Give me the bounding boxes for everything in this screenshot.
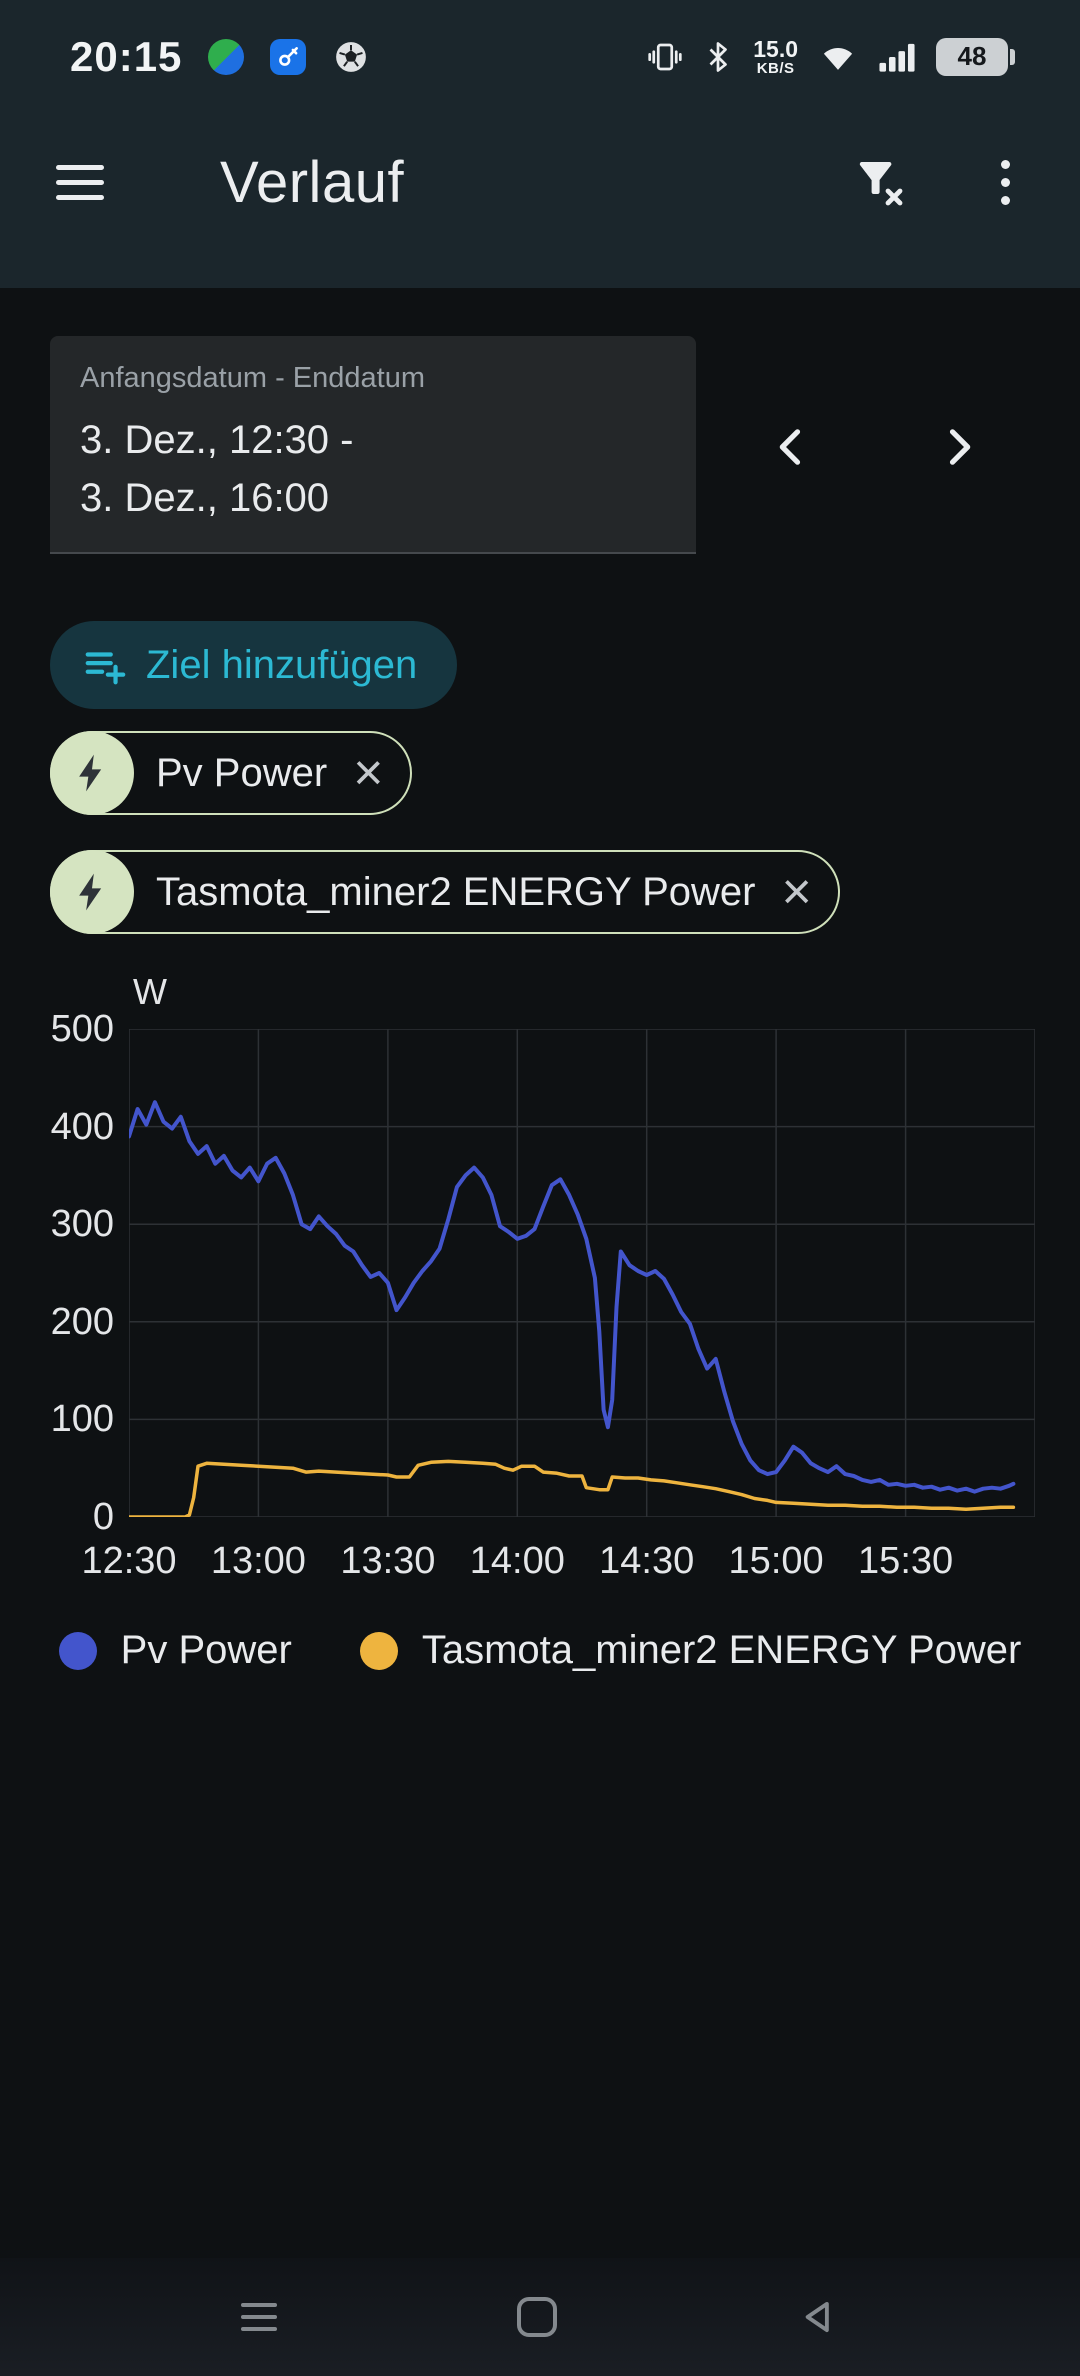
- lightning-icon: [50, 850, 134, 934]
- y-tick-label: 400: [50, 1105, 114, 1148]
- signal-strength-icon: [878, 39, 916, 75]
- page-title: Verlauf: [220, 149, 405, 215]
- x-tick-label: 13:00: [210, 1540, 306, 1582]
- filter-remove-button[interactable]: [853, 156, 905, 208]
- clock: 20:15: [70, 33, 183, 80]
- overflow-menu-button[interactable]: [997, 156, 1014, 209]
- y-axis-ticks: 0 100 200 300 400 500: [0, 1008, 114, 1538]
- x-tick-label: 15:00: [728, 1540, 824, 1582]
- y-tick-label: 200: [50, 1300, 114, 1343]
- vibrate-icon: [647, 39, 683, 75]
- y-tick-label: 300: [50, 1203, 114, 1246]
- back-icon: [798, 2296, 840, 2338]
- legend-item-pv-power[interactable]: Pv Power: [58, 1628, 292, 1673]
- playlist-add-icon: [82, 642, 128, 688]
- date-range-end: 3. Dez., 16:00: [80, 476, 330, 520]
- network-speed-unit: KB/S: [756, 60, 795, 78]
- chevron-right-icon: [933, 421, 985, 473]
- y-tick-label: 500: [50, 1008, 114, 1050]
- chevron-left-icon: [765, 421, 817, 473]
- legend-item-tasmota-miner2[interactable]: Tasmota_miner2 ENERGY Power: [359, 1628, 1022, 1673]
- add-target-label: Ziel hinzufügen: [146, 642, 418, 687]
- key-notification-icon: [270, 39, 307, 75]
- chip-remove-button[interactable]: ×: [353, 747, 383, 799]
- network-speed: 15.0 KB/S: [753, 37, 798, 77]
- date-range-start: 3. Dez., 12:30 -: [80, 418, 354, 462]
- x-tick-label: 13:30: [340, 1540, 436, 1582]
- chip-label: Tasmota_miner2 ENERGY Power: [156, 869, 756, 914]
- y-tick-label: 0: [92, 1496, 114, 1538]
- hamburger-icon: [56, 164, 104, 200]
- x-tick-label: 14:00: [469, 1540, 565, 1582]
- next-period-button[interactable]: [926, 414, 992, 480]
- add-target-button[interactable]: Ziel hinzufügen: [50, 621, 458, 709]
- x-tick-label: 12:30: [81, 1540, 177, 1582]
- entity-chip-tasmota-miner2[interactable]: Tasmota_miner2 ENERGY Power ×: [50, 850, 840, 934]
- home-button[interactable]: [517, 2297, 557, 2337]
- legend-label: Tasmota_miner2 ENERGY Power: [421, 1628, 1022, 1672]
- home-icon: [517, 2297, 557, 2337]
- chip-remove-button[interactable]: ×: [782, 866, 812, 918]
- network-speed-value: 15.0: [753, 36, 798, 63]
- lightning-icon: [50, 731, 134, 815]
- legend-marker-pv-power: [58, 1631, 97, 1670]
- battery-percent: 48: [957, 41, 987, 72]
- x-tick-label: 15:30: [858, 1540, 954, 1582]
- entity-chip-pv-power[interactable]: Pv Power ×: [50, 731, 412, 815]
- soccer-ball-notification-icon: [332, 38, 370, 76]
- close-icon: ×: [353, 744, 384, 802]
- back-button[interactable]: [798, 2296, 840, 2338]
- chart-legend: Pv Power Tasmota_miner2 ENERGY Power: [0, 1628, 1080, 1673]
- status-bar: 20:15 15.0 KB/S: [0, 0, 1080, 98]
- date-range-field[interactable]: Anfangsdatum - Enddatum 3. Dez., 12:30 -…: [50, 336, 696, 554]
- chip-label: Pv Power: [156, 750, 328, 795]
- recent-apps-icon: [240, 2303, 277, 2331]
- legend-label: Pv Power: [120, 1628, 292, 1672]
- chart-canvas[interactable]: [129, 1029, 1035, 1517]
- previous-period-button[interactable]: [758, 414, 824, 480]
- android-navigation-bar: [0, 2258, 1080, 2376]
- battery-icon: 48: [936, 37, 1015, 76]
- app-notification-icon: [208, 39, 245, 75]
- y-axis-unit-label: W: [133, 971, 167, 1012]
- y-tick-label: 100: [50, 1398, 114, 1441]
- menu-button[interactable]: [56, 164, 104, 200]
- bluetooth-icon: [703, 39, 733, 75]
- wifi-icon: [818, 39, 858, 75]
- x-axis-ticks: 12:30 13:00 13:30 14:00 14:30 15:00 15:30: [81, 1540, 1035, 1588]
- close-icon: ×: [781, 863, 812, 921]
- x-tick-label: 14:30: [599, 1540, 695, 1582]
- app-bar: Verlauf: [0, 98, 1080, 266]
- date-range-label: Anfangsdatum - Enddatum: [80, 362, 425, 394]
- recent-apps-button[interactable]: [240, 2303, 277, 2331]
- filter-off-icon: [853, 156, 905, 208]
- header: 20:15 15.0 KB/S: [0, 0, 1080, 288]
- legend-marker-tasmota-miner2: [359, 1631, 398, 1670]
